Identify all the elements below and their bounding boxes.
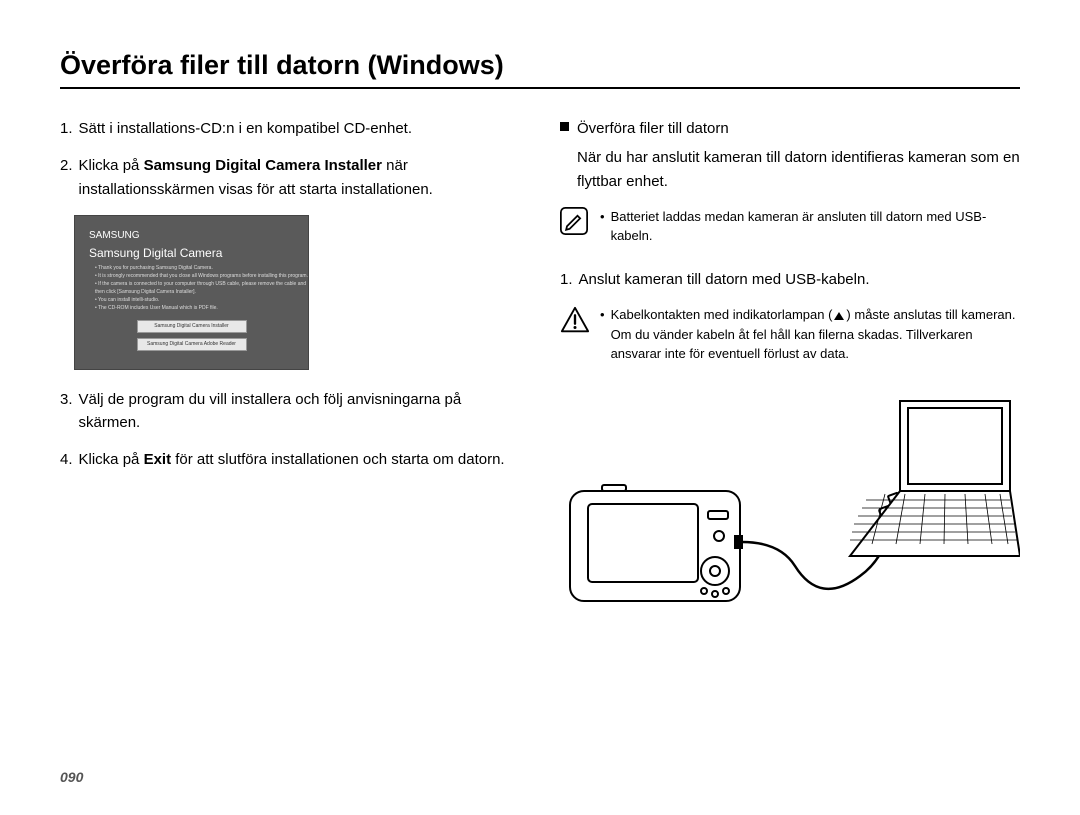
step-text: Välj de program du vill installera och f… [79,388,520,435]
installer-screenshot: SAMSUNG Samsung Digital Camera • Thank y… [74,215,309,370]
warning-text: • Kabelkontakten med indikatorlampan () … [600,305,1020,364]
step-number: 3. [60,388,73,435]
bullet-dot: • [600,207,605,246]
step-text: Klicka på Samsung Digital Camera Install… [79,154,520,201]
text-fragment: för att slutföra installationen och star… [171,451,505,468]
section-header: Överföra filer till datorn [560,117,1020,140]
bullet-line: • Thank you for purchasing Samsung Digit… [95,264,308,272]
installer-title: Samsung Digital Camera [89,244,222,263]
page-title: Överföra filer till datorn (Windows) [60,50,1020,89]
step-3: 3. Välj de program du vill installera oc… [60,388,520,435]
warning-content: Kabelkontakten med indikatorlampan () må… [611,305,1020,364]
step-number: 1. [560,268,573,291]
installer-button-1: Samsung Digital Camera Installer [137,320,247,333]
warning-box: • Kabelkontakten med indikatorlampan () … [560,305,1020,364]
bullet-line: • It is strongly recommended that you cl… [95,272,308,280]
step-text: Anslut kameran till datorn med USB-kabel… [579,268,870,291]
step-number: 2. [60,154,73,201]
bold-text: Samsung Digital Camera Installer [144,157,382,174]
right-column: Överföra filer till datorn När du har an… [560,117,1020,621]
note-battery: • Batteriet laddas medan kameran är ansl… [560,207,1020,246]
note-text: • Batteriet laddas medan kameran är ansl… [600,207,1020,246]
step-text: Sätt i installations-CD:n i en kompatibe… [79,117,413,140]
step-number: 1. [60,117,73,140]
bullet-dot: • [600,305,605,364]
section-title: Överföra filer till datorn [577,117,729,140]
bullet-line: • The CD-ROM includes User Manual which … [95,304,308,312]
bullet-line: • If the camera is connected to your com… [95,280,308,296]
camera-laptop-illustration [560,386,1020,621]
square-bullet-icon [560,122,569,131]
installer-bullets: • Thank you for purchasing Samsung Digit… [95,264,308,312]
installer-buttons: Samsung Digital Camera Installer Samsung… [137,320,247,351]
step-1: 1. Sätt i installations-CD:n i en kompat… [60,117,520,140]
content-columns: 1. Sätt i installations-CD:n i en kompat… [60,117,1020,621]
warning-icon [560,305,588,333]
note-content: Batteriet laddas medan kameran är anslut… [611,207,1020,246]
note-icon [560,207,588,235]
step-2: 2. Klicka på Samsung Digital Camera Inst… [60,154,520,201]
bold-text: Exit [144,451,172,468]
step-4: 4. Klicka på Exit för att slutföra insta… [60,448,520,471]
installer-button-2: Samsung Digital Camera Adobe Reader [137,338,247,351]
right-step-1: 1. Anslut kameran till datorn med USB-ka… [560,268,1020,291]
installer-brand: SAMSUNG [89,228,140,244]
text-fragment: Kabelkontakten med indikatorlampan ( [611,307,833,322]
text-fragment: Klicka på [79,451,144,468]
section-description: När du har anslutit kameran till datorn … [577,146,1020,193]
bullet-line: • You can install intelli-studio. [95,296,308,304]
step-text: Klicka på Exit för att slutföra installa… [79,448,505,471]
text-fragment: Klicka på [79,157,144,174]
left-column: 1. Sätt i installations-CD:n i en kompat… [60,117,520,621]
page-number: 090 [60,769,83,785]
triangle-up-icon [834,312,844,320]
step-number: 4. [60,448,73,471]
